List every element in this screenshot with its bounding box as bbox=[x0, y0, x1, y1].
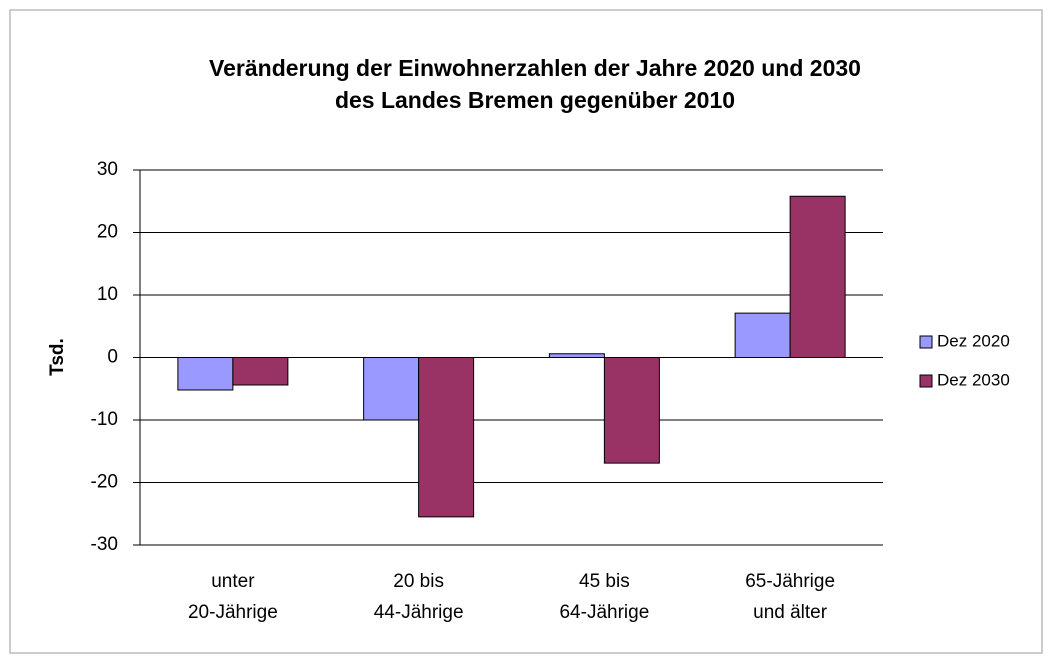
x-tick-label: 44-Jährige bbox=[374, 602, 464, 623]
y-tick-label: 30 bbox=[97, 159, 118, 180]
x-tick-label: 65-Jährige bbox=[745, 571, 835, 592]
y-tick-label: 0 bbox=[107, 347, 118, 368]
bar bbox=[177, 357, 234, 391]
bar bbox=[418, 357, 475, 518]
bar bbox=[232, 357, 289, 386]
chart-title: Veränderung der Einwohnerzahlen der Jahr… bbox=[209, 55, 861, 81]
x-tick-label: 64-Jährige bbox=[559, 602, 649, 623]
y-tick-label: 10 bbox=[97, 284, 118, 305]
legend-swatch bbox=[919, 374, 933, 388]
bar bbox=[734, 312, 791, 358]
x-tick-label: und älter bbox=[753, 602, 828, 623]
legend-label: Dez 2030 bbox=[937, 370, 1010, 389]
x-tick-label: 45 bis bbox=[579, 571, 630, 592]
y-tick-label: 20 bbox=[97, 222, 118, 243]
x-tick-label: unter bbox=[211, 571, 255, 592]
y-axis-label: Tsd. bbox=[47, 338, 68, 376]
chart-frame bbox=[9, 9, 1043, 654]
x-tick-label: 20-Jährige bbox=[188, 602, 278, 623]
legend-swatch bbox=[919, 335, 933, 349]
bar bbox=[603, 357, 660, 464]
x-tick-label: 20 bis bbox=[393, 571, 444, 592]
bar bbox=[363, 357, 420, 421]
y-tick-label: -20 bbox=[91, 472, 118, 493]
bar bbox=[548, 353, 605, 358]
bar bbox=[789, 195, 846, 358]
y-tick-label: -30 bbox=[91, 534, 118, 555]
legend-label: Dez 2020 bbox=[937, 331, 1010, 350]
y-tick-label: -10 bbox=[91, 409, 118, 430]
chart-title: des Landes Bremen gegenüber 2010 bbox=[335, 87, 735, 113]
